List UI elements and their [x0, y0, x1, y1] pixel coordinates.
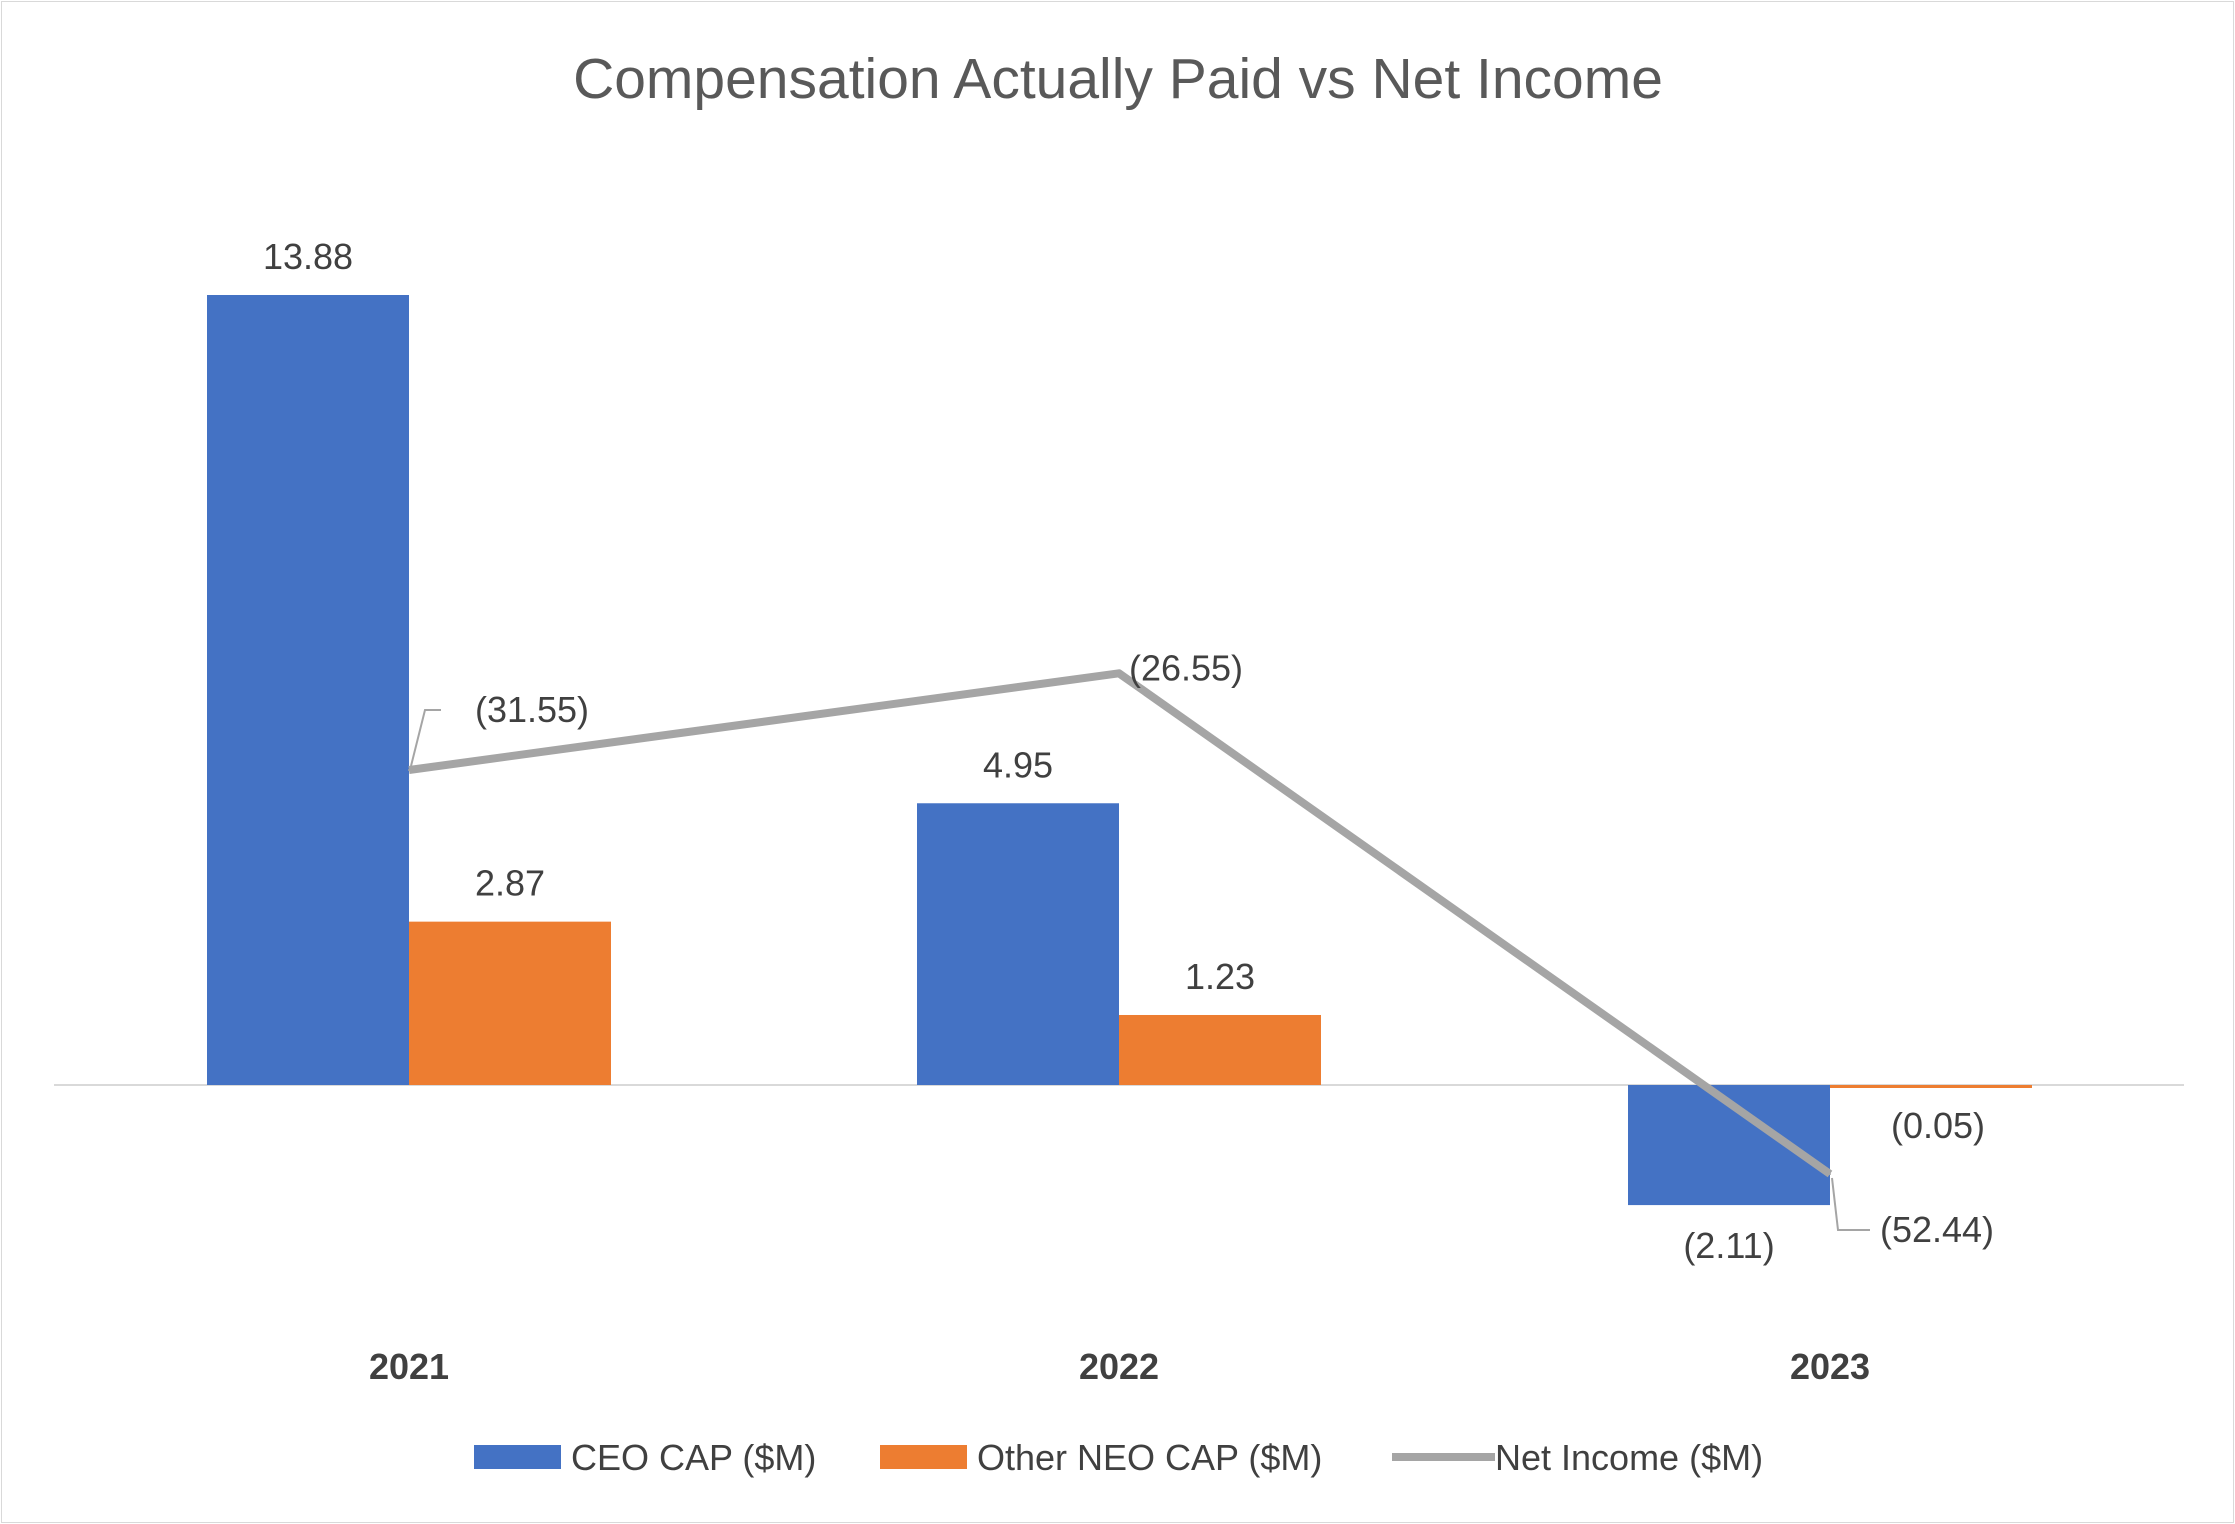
other-neo-cap-bar-2023	[1830, 1085, 2032, 1088]
other-neo-cap-label-2023: (0.05)	[1891, 1105, 1985, 1146]
x-tick-label-2021: 2021	[369, 1346, 449, 1387]
chart-title: Compensation Actually Paid vs Net Income	[573, 47, 1663, 111]
other-neo-cap-bar-2022	[1119, 1014, 1321, 1085]
net-income-label-2023: (52.44)	[1880, 1209, 1994, 1250]
legend: CEO CAP ($M) Other NEO CAP ($M) Net Income…	[474, 1437, 1763, 1478]
net-income-leader-2021	[410, 709, 441, 767]
net-income-point-2021	[408, 769, 410, 771]
net-income-point-2022	[1118, 672, 1120, 675]
legend-label-ceo-cap: CEO CAP ($M)	[571, 1437, 816, 1478]
ceo-cap-bar-2022	[917, 803, 1119, 1085]
net-income-label-2022: (26.55)	[1129, 647, 1243, 688]
net-income-line	[408, 669, 1833, 1178]
legend-swatch-ceo-cap	[474, 1445, 561, 1469]
other-neo-cap-bar-2021	[409, 921, 611, 1085]
legend-label-net-income: Net Income ($M)	[1495, 1437, 1763, 1478]
other-neo-cap-label-2022: 1.23	[1185, 956, 1255, 997]
net-income-label-2021: (31.55)	[475, 689, 589, 730]
ceo-cap-label-2023: (2.11)	[1683, 1225, 1774, 1266]
other-neo-cap-label-2021: 2.87	[475, 863, 545, 904]
net-income-point-2023	[1829, 1173, 1831, 1175]
plot-area: 13.88 4.95 (2.11) 2.87 1.23 (0.05) (31.55) (26.…	[54, 236, 2184, 1387]
x-tick-label-2023: 2023	[1790, 1346, 1870, 1387]
legend-swatch-other-neo-cap	[880, 1445, 967, 1469]
x-tick-label-2022: 2022	[1079, 1346, 1159, 1387]
ceo-cap-label-2021: 13.88	[263, 236, 353, 277]
ceo-cap-label-2022: 4.95	[983, 744, 1053, 785]
ceo-cap-bar-2021	[207, 295, 409, 1085]
legend-label-other-neo-cap: Other NEO CAP ($M)	[977, 1437, 1322, 1478]
net-income-leader-2023	[1831, 1177, 1870, 1231]
